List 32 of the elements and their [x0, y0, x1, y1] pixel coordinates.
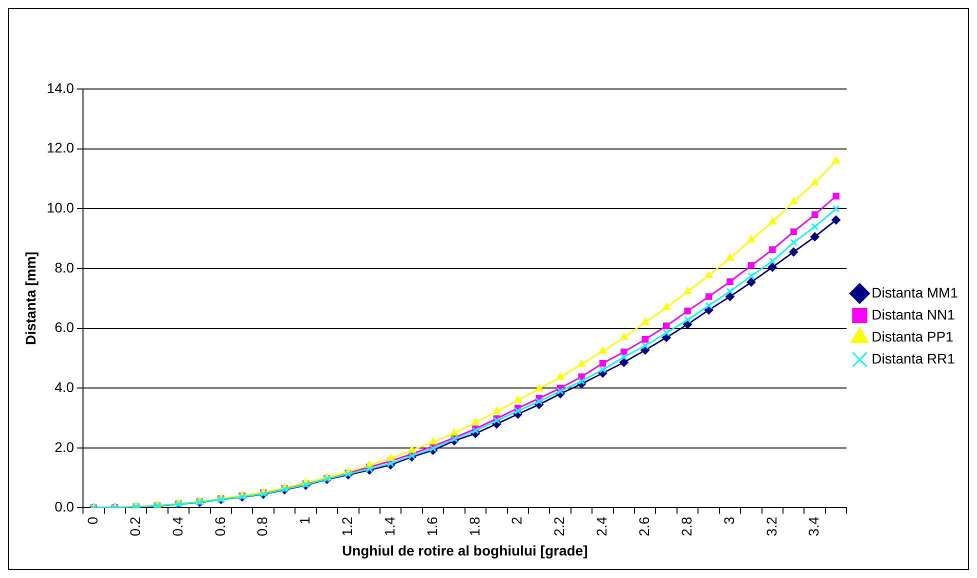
x-tick-label: 2.2	[551, 516, 568, 536]
legend-label: Distanta NN1	[872, 306, 956, 322]
x-tick-label: 3	[720, 516, 737, 525]
y-tick-label: 8.0	[54, 259, 74, 276]
y-tick-label: 12.0	[46, 140, 74, 156]
x-tick-label: 2.4	[594, 516, 610, 536]
y-tick-label: 0.0	[54, 498, 74, 515]
y-tick-label: 14.0	[46, 80, 74, 96]
y-tick-label: 4.0	[54, 378, 74, 395]
x-tick-label: 2.8	[678, 516, 694, 536]
y-axis-title: Distanta [mm]	[22, 252, 38, 346]
legend-label: Distanta RR1	[872, 350, 956, 366]
x-tick-label: 2	[508, 516, 525, 525]
x-tick-label: 0.6	[212, 516, 228, 536]
y-tick-label: 2.0	[54, 438, 74, 455]
x-axis-title: Unghiul de rotire al boghiului [grade]	[342, 542, 588, 558]
x-tick-label: 1	[296, 516, 313, 525]
x-tick-label: 2.6	[636, 516, 652, 536]
x-tick-label: 3.4	[806, 516, 822, 536]
x-tick-label: 0.8	[254, 516, 270, 536]
legend-label: Distanta PP1	[872, 328, 954, 344]
y-tick-label: 6.0	[54, 319, 74, 336]
y-tick-label: 10.0	[46, 200, 74, 216]
x-tick-label: 1.4	[381, 516, 398, 536]
x-tick-label: 0	[84, 516, 101, 525]
x-tick-label: 3.2	[763, 516, 780, 536]
x-tick-label: 1.8	[466, 516, 482, 536]
x-tick-label: 0.2	[126, 516, 143, 536]
x-tick-label: 1.2	[339, 516, 356, 536]
x-tick-label: 1.6	[424, 516, 440, 536]
legend-label: Distanta MM1	[872, 284, 958, 300]
x-tick-label: 0.4	[169, 516, 186, 536]
